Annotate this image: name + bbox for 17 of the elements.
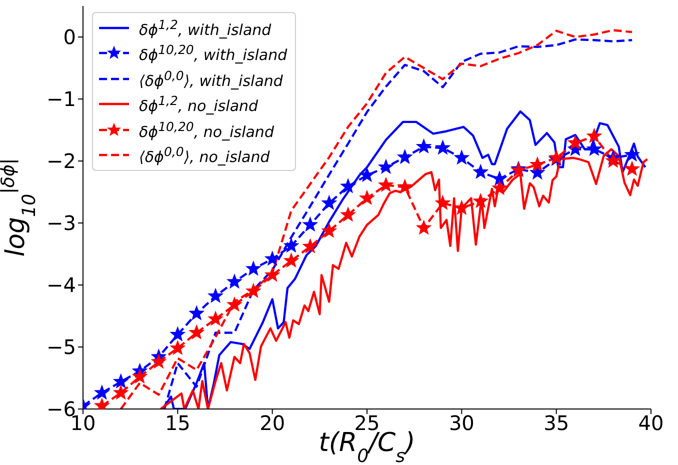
x-tick-label: 20 [260, 411, 286, 436]
y-tick-label: −3 [46, 211, 76, 236]
x-tick-label: 15 [164, 411, 190, 436]
y-tick-label: −5 [46, 335, 76, 360]
legend-label: δϕ$^{1,2}$, with_island [139, 16, 272, 39]
x-tick-label: 40 [638, 411, 664, 436]
legend-label: ⟨δϕ$^{0,0}$⟩, no_island [139, 144, 270, 166]
y-tick-label: −4 [46, 273, 76, 298]
y-tick-label: −2 [46, 149, 76, 174]
y-tick-label: 0 [63, 25, 76, 50]
x-tick-label: 35 [544, 411, 570, 436]
legend-label: δϕ$^{10,20}$, with_island [139, 42, 288, 64]
legend-label: δϕ$^{10,20}$, no_island [139, 118, 274, 141]
y-tick-label: −1 [46, 87, 76, 112]
x-tick-label: 30 [448, 411, 474, 436]
legend-label: δϕ$^{1,2}$, no_island [139, 93, 258, 116]
legend-label: ⟨δϕ$^{0,0}$⟩, with_island [139, 68, 283, 90]
